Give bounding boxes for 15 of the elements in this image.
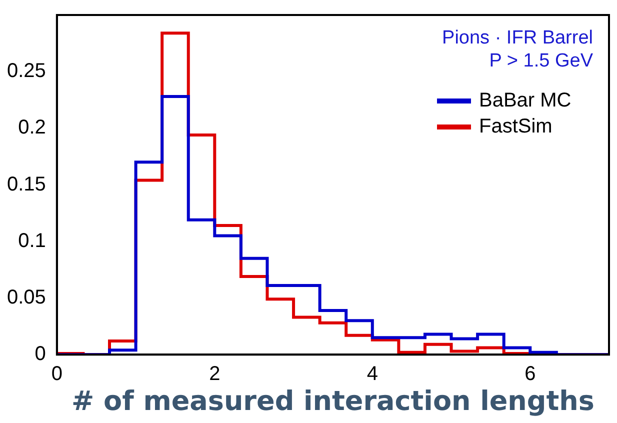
y-tick-label: 0 xyxy=(34,343,46,366)
annotation: P > 1.5 GeV xyxy=(489,50,594,72)
y-tick-label: 0.05 xyxy=(6,286,46,309)
y-tick-label: 0.25 xyxy=(6,60,46,82)
y-tick-label: 0.1 xyxy=(18,230,46,252)
x-tick-label: 0 xyxy=(51,363,62,386)
legend-label: BaBar MC xyxy=(479,90,572,112)
x-axis-title: # of measured interaction lengths xyxy=(72,386,594,417)
annotation: Pions · IFR Barrel xyxy=(442,28,593,49)
x-tick-label: 2 xyxy=(209,363,220,386)
legend-label: FastSim xyxy=(479,116,552,138)
y-tick-label: 0.2 xyxy=(18,116,46,139)
x-tick-label: 4 xyxy=(366,363,378,386)
x-tick-label: 6 xyxy=(524,363,536,386)
y-tick-label: 0.15 xyxy=(6,173,46,196)
